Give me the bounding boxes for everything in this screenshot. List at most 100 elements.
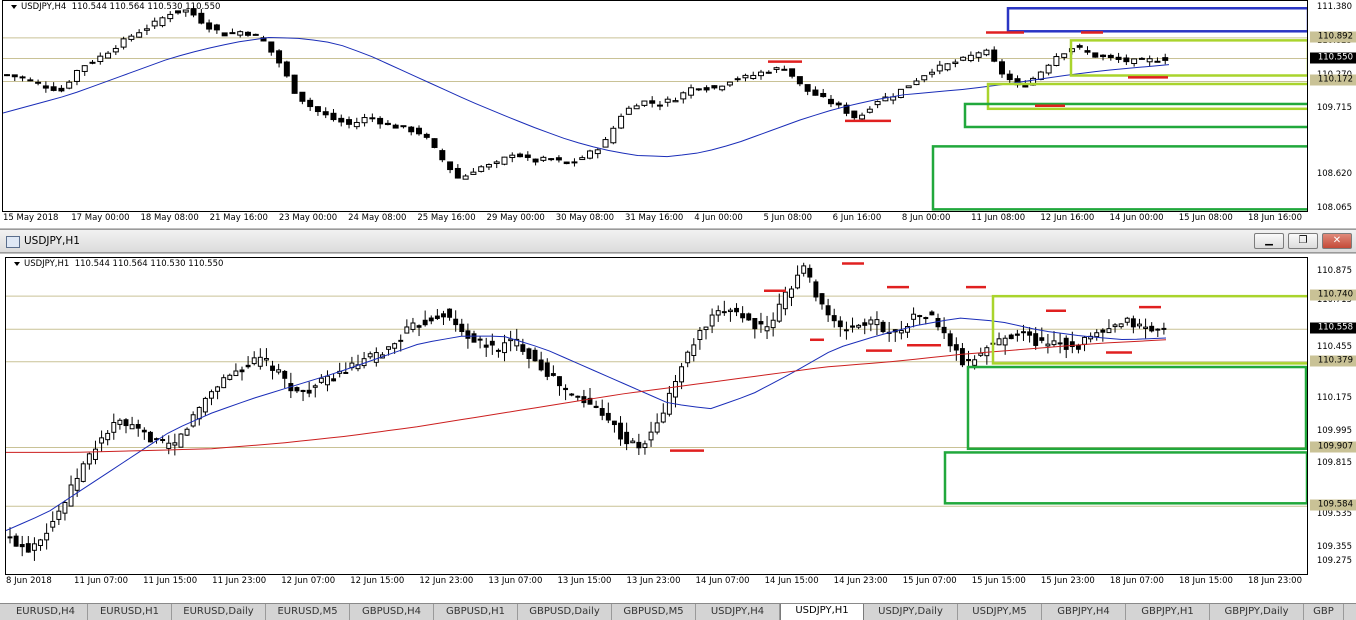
bull-candle — [776, 303, 782, 322]
tab-usdjpy-daily[interactable]: USDJPY,Daily — [864, 604, 958, 620]
bull-candle — [921, 75, 928, 81]
bear-candle — [703, 87, 710, 91]
bear-candle — [477, 338, 483, 341]
time-tick-label: 5 Jun 08:00 — [763, 213, 813, 223]
h1-chart-svg — [6, 262, 1307, 561]
bull-candle — [143, 28, 150, 31]
time-tick-label: 15 May 2018 — [3, 213, 59, 223]
h4-price-axis[interactable]: 111.380110.825110.270109.715108.620108.0… — [1308, 0, 1356, 213]
bull-candle — [801, 265, 807, 274]
current-price-tag: 110.550 — [1310, 52, 1356, 64]
bull-candle — [672, 100, 679, 103]
bull-candle — [548, 158, 555, 161]
bull-candle — [936, 64, 943, 72]
bear-candle — [618, 422, 623, 440]
tab-gbpjpy-daily[interactable]: GBPJPY,Daily — [1210, 604, 1304, 620]
bull-candle — [695, 88, 702, 91]
tab-gbpusd-daily[interactable]: GBPUSD,Daily — [518, 604, 612, 620]
bull-candle — [1154, 60, 1161, 63]
bull-candle — [62, 502, 68, 514]
bear-candle — [175, 10, 182, 14]
bull-candle — [679, 366, 685, 383]
h1-price-axis[interactable]: 110.875110.715110.455110.175109.995109.8… — [1308, 257, 1356, 575]
bear-candle — [555, 157, 562, 161]
tab-gbpusd-h1[interactable]: GBPUSD,H1 — [434, 604, 518, 620]
resistance-zone-box — [1006, 7, 1307, 33]
tab-eurusd-h1[interactable]: EURUSD,H1 — [88, 604, 172, 620]
level-price-tag: 109.584 — [1310, 499, 1356, 511]
bull-candle — [1124, 317, 1130, 323]
tab-gbp[interactable]: GBP — [1304, 604, 1344, 620]
bear-candle — [929, 311, 935, 316]
bear-candle — [322, 111, 329, 116]
bull-candle — [1094, 332, 1100, 338]
bull-candle — [750, 74, 757, 80]
bear-candle — [917, 315, 923, 318]
tab-eurusd-daily[interactable]: EURUSD,Daily — [172, 604, 266, 620]
time-tick-label: 18 May 08:00 — [140, 213, 199, 223]
bull-candle — [897, 88, 904, 98]
bear-candle — [599, 408, 605, 416]
demand-zone-box — [963, 102, 1307, 129]
price-tick-label: 109.355 — [1316, 541, 1352, 552]
h4-time-axis[interactable]: 15 May 2018 17 May 00:00 18 May 08:00 21 Ma… — [2, 212, 1308, 226]
bull-candle — [97, 55, 104, 63]
bear-candle — [291, 74, 298, 94]
time-tick-label: 12 Jun 16:00 — [1040, 213, 1095, 223]
bull-candle — [99, 437, 105, 444]
restore-button[interactable]: ❐ — [1288, 233, 1318, 249]
time-tick-label: 14 Jun 15:00 — [764, 576, 819, 586]
price-tick-label: 110.175 — [1316, 392, 1352, 403]
bull-candle — [1002, 337, 1008, 346]
bull-candle — [398, 339, 404, 342]
h1-moving-average-blue — [6, 317, 1167, 532]
bull-candle — [1161, 327, 1167, 330]
h1-moving-average-red — [6, 339, 1167, 453]
bull-candle — [866, 108, 873, 113]
bull-candle — [913, 80, 920, 86]
bear-candle — [636, 441, 642, 449]
bull-candle — [874, 101, 881, 106]
bull-candle — [758, 71, 765, 77]
bull-candle — [112, 47, 119, 53]
bull-candle — [117, 419, 123, 425]
bull-candle — [978, 352, 984, 356]
tab-gbpusd-h4[interactable]: GBPUSD,H4 — [350, 604, 434, 620]
h1-window-titlebar[interactable]: USDJPY,H1 ▁ ❐ ✕ — [0, 229, 1356, 253]
h4-plot-area[interactable]: USDJPY,H4 110.544 110.564 110.530 110.55… — [2, 0, 1308, 212]
bear-candle — [377, 117, 384, 125]
h1-time-axis[interactable]: 8 Jun 2018 11 Jun 07:00 11 Jun 15:00 11 Jun… — [5, 575, 1308, 589]
tab-gbpjpy-h1[interactable]: GBPJPY,H1 — [1126, 604, 1210, 620]
close-button[interactable]: ✕ — [1322, 233, 1352, 249]
bear-candle — [447, 161, 454, 171]
tab-eurusd-m5[interactable]: EURUSD,M5 — [266, 604, 350, 620]
bear-candle — [408, 126, 415, 133]
bear-candle — [1063, 337, 1069, 350]
time-tick-label: 11 Jun 23:00 — [212, 576, 267, 586]
bear-candle — [198, 12, 205, 24]
bear-candle — [314, 106, 321, 113]
bear-candle — [593, 405, 599, 408]
bear-candle — [998, 61, 1005, 75]
minimize-button[interactable]: ▁ — [1254, 233, 1284, 249]
bear-candle — [532, 158, 539, 163]
tab-usdjpy-m5[interactable]: USDJPY,M5 — [958, 604, 1042, 620]
bear-candle — [813, 281, 819, 298]
bear-candle — [415, 127, 422, 135]
tab-gbpjpy-h4[interactable]: GBPJPY,H4 — [1042, 604, 1126, 620]
bear-candle — [50, 86, 57, 91]
time-tick-label: 4 Jun 00:00 — [694, 213, 743, 223]
bull-candle — [898, 330, 904, 334]
bull-candle — [86, 453, 92, 465]
h1-plot-area[interactable]: USDJPY,H1 110.544 110.564 110.530 110.55… — [5, 257, 1308, 575]
bear-candle — [544, 362, 550, 377]
tab-eurusd-h4[interactable]: EURUSD,H4 — [4, 604, 88, 620]
tab-gbpusd-m5[interactable]: GBPUSD,M5 — [612, 604, 696, 620]
h4-chart-window: USDJPY,H4 110.544 110.564 110.530 110.55… — [0, 0, 1356, 228]
bear-candle — [1006, 73, 1013, 81]
bear-candle — [213, 24, 220, 31]
tab-usdjpy-h1[interactable]: USDJPY,H1 — [780, 604, 864, 620]
bear-candle — [746, 313, 752, 321]
tab-usdjpy-h4[interactable]: USDJPY,H4 — [696, 604, 780, 620]
bull-candle — [726, 81, 733, 86]
